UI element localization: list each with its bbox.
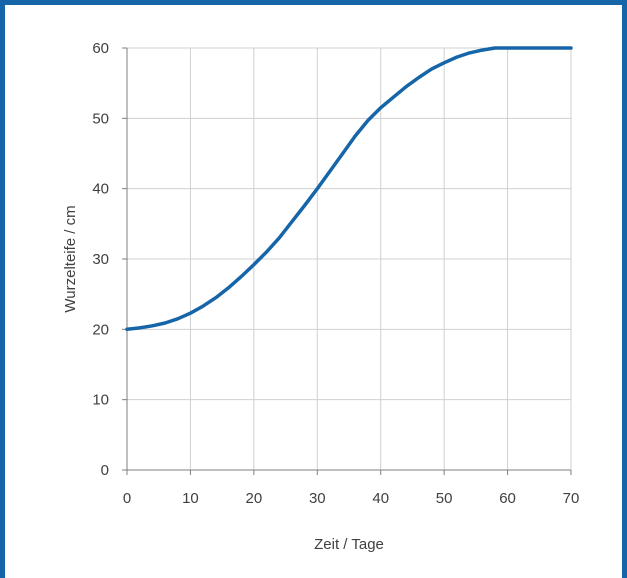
y-tick-label: 20 xyxy=(92,321,109,338)
grid xyxy=(127,47,572,470)
y-tick-label: 10 xyxy=(92,392,109,409)
y-tick-label: 40 xyxy=(92,181,109,198)
tick-labels: 0 10 20 30 40 50 60 70 0 10 20 30 40 50 60 xyxy=(92,40,579,507)
series xyxy=(125,46,573,332)
y-tick-label: 30 xyxy=(92,251,109,268)
x-tick-label: 50 xyxy=(436,490,453,507)
x-tick-label: 0 xyxy=(123,490,131,507)
x-tick-label: 60 xyxy=(499,490,516,507)
x-tick-label: 70 xyxy=(563,490,580,507)
series-line xyxy=(125,46,573,332)
x-tick-label: 30 xyxy=(309,490,326,507)
y-tick-label: 60 xyxy=(92,40,109,57)
x-tick-label: 20 xyxy=(246,490,263,507)
x-axis-label: Zeit / Tage xyxy=(314,536,384,553)
axes xyxy=(122,47,572,475)
x-tick-label: 10 xyxy=(182,490,199,507)
y-tick-label: 0 xyxy=(101,462,109,479)
x-tick-label: 40 xyxy=(372,490,389,507)
y-axis-label: Wurzelteife / cm xyxy=(62,205,79,312)
y-tick-label: 50 xyxy=(92,110,109,127)
